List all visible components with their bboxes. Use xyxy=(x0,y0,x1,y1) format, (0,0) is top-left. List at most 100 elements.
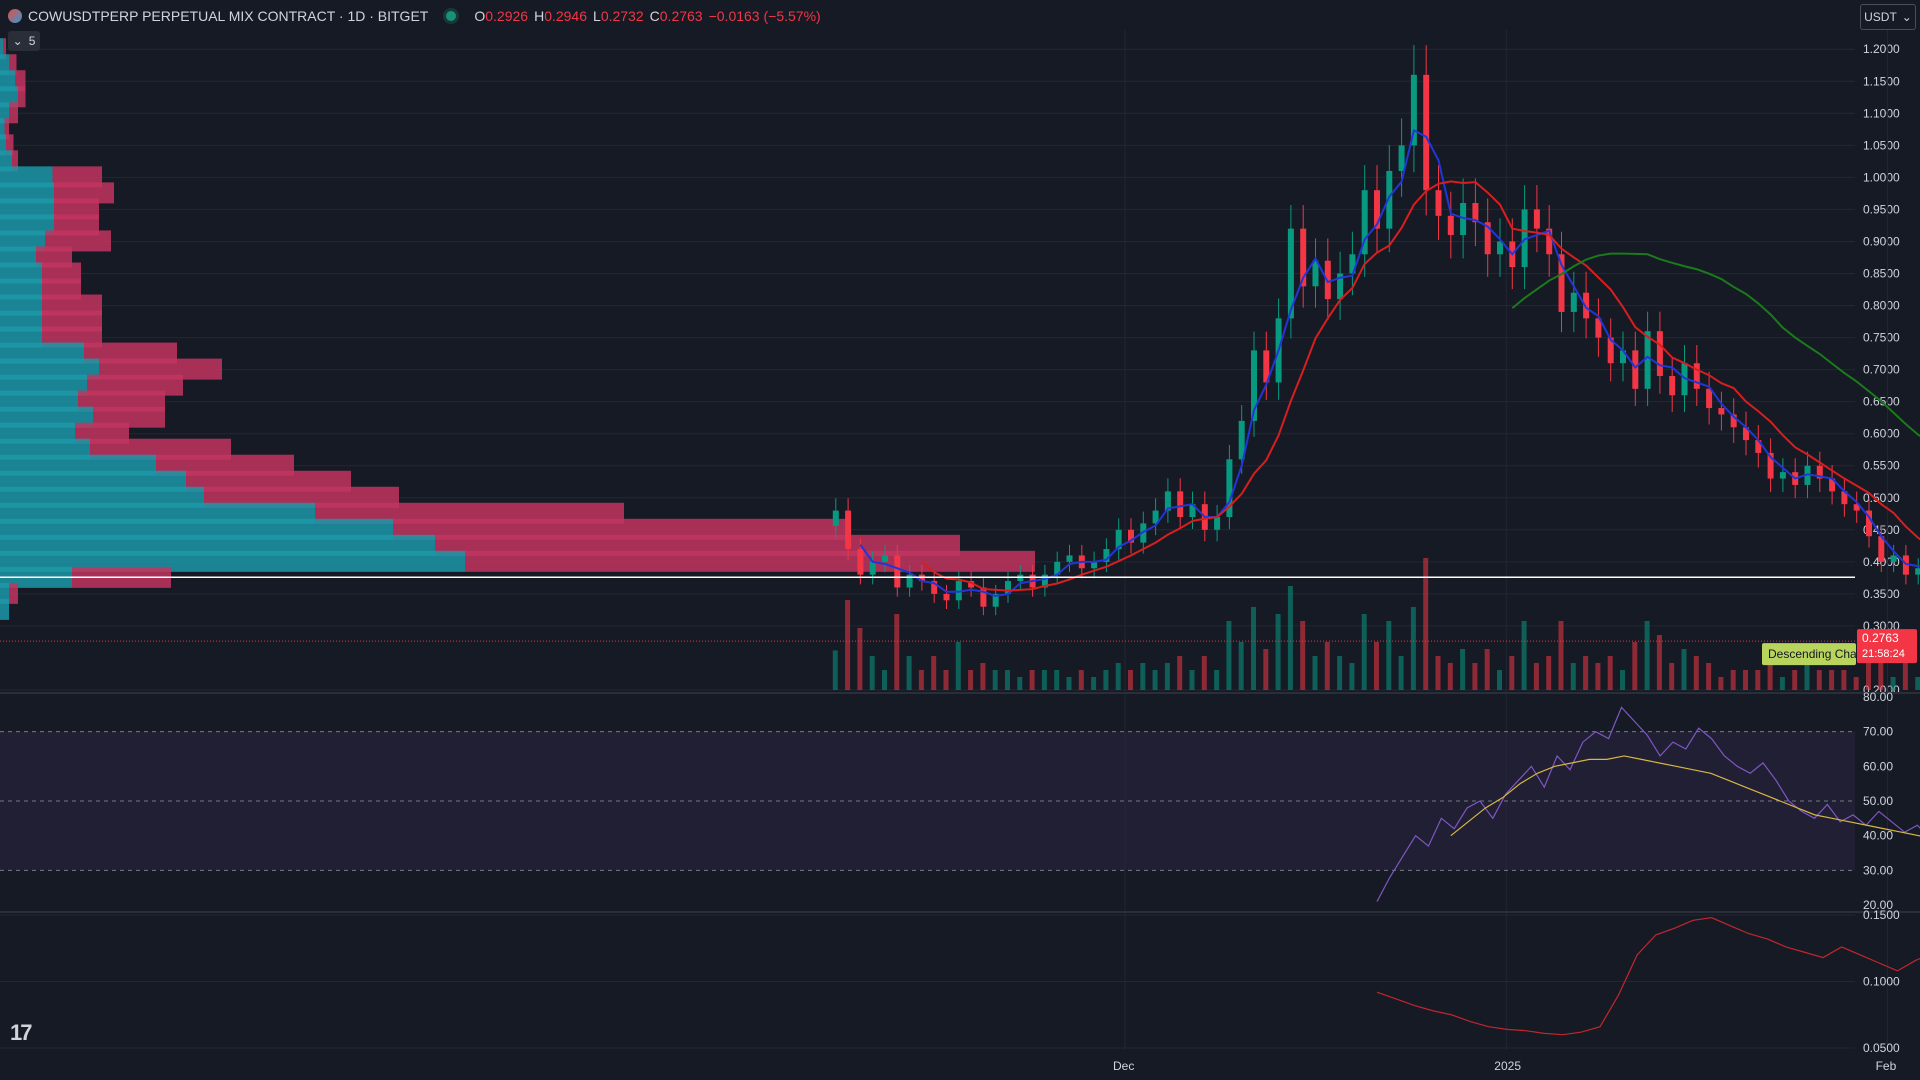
volume-bar xyxy=(1853,677,1859,690)
price-tick-label: 1.0500 xyxy=(1863,138,1900,152)
volume-bar xyxy=(968,670,974,690)
candle-body xyxy=(1767,452,1774,479)
indicator-collapse-button[interactable]: ⌄ 5 xyxy=(8,31,40,51)
volume-profile-up-bar xyxy=(0,134,6,156)
volume-profile-up-bar xyxy=(0,294,42,316)
volume-bar xyxy=(1374,642,1379,690)
volume-profile-down-bar xyxy=(45,230,111,252)
candle-body xyxy=(1497,241,1503,255)
volume-bar xyxy=(1349,663,1355,690)
volume-profile-up-bar xyxy=(0,502,315,524)
candle-body xyxy=(1386,170,1393,229)
candle-body xyxy=(1472,203,1479,223)
volume-profile-down-bar xyxy=(87,374,183,396)
last-price-text: 0.2763 xyxy=(1862,631,1899,645)
volume-bar xyxy=(1866,656,1871,690)
volume-bar xyxy=(1792,670,1798,690)
candle-body xyxy=(1779,472,1786,479)
candle-body xyxy=(1300,228,1307,287)
volume-profile-up-bar xyxy=(0,86,18,108)
volume-profile-up-bar xyxy=(0,54,9,76)
volume-bar xyxy=(1041,670,1047,690)
rsi-ma-line xyxy=(1450,755,1920,837)
candle-body xyxy=(1669,376,1676,396)
candle-body xyxy=(1546,228,1553,255)
candle-body xyxy=(1115,529,1122,550)
candle-body xyxy=(1361,190,1368,255)
volume-profile-down-bar xyxy=(75,422,129,444)
volume-bar xyxy=(1201,656,1207,690)
close-value: 0.2763 xyxy=(659,8,703,24)
candle-body xyxy=(1915,568,1920,575)
tradingview-logo-icon[interactable]: 17 xyxy=(10,1020,33,1045)
volume-bar xyxy=(992,670,998,690)
volume-bar xyxy=(894,614,900,690)
volume-profile-down-bar xyxy=(204,486,399,508)
volume-bar xyxy=(1816,670,1822,690)
volume-bar xyxy=(1435,656,1441,690)
chevron-down-icon: ⌄ xyxy=(12,34,23,48)
volume-bar xyxy=(1484,649,1490,690)
countdown-text: 21:58:24 xyxy=(1862,648,1905,660)
volume-bar xyxy=(1263,649,1269,690)
candle-body xyxy=(1152,510,1159,524)
candle-body xyxy=(1460,203,1467,236)
volume-bar xyxy=(1423,558,1429,690)
volume-bar xyxy=(882,670,887,690)
volume-profile-up-bar xyxy=(0,326,42,348)
volume-profile-up-bar xyxy=(0,38,3,60)
volume-profile-down-bar xyxy=(393,518,846,540)
volume-bar xyxy=(1644,621,1650,690)
candle-body xyxy=(1398,145,1405,171)
volume-bar xyxy=(1620,670,1625,690)
market-status-icon xyxy=(446,11,457,21)
volume-bar xyxy=(1103,670,1109,690)
candle-body xyxy=(1866,510,1872,537)
volume-profile-down-bar xyxy=(93,406,165,428)
volume-profile-up-bar xyxy=(0,214,54,236)
volume-bar xyxy=(1337,656,1343,690)
volume-bar xyxy=(1287,586,1293,690)
volume-bar xyxy=(1140,663,1146,690)
candle-body xyxy=(1263,350,1270,383)
candle-body xyxy=(869,561,876,575)
candle-body xyxy=(968,581,975,588)
volume-profile-down-bar xyxy=(156,454,294,476)
candle-body xyxy=(943,593,950,601)
volume-bar xyxy=(1804,663,1810,690)
symbol-title[interactable]: COWUSDTPERP PERPETUAL MIX CONTRACT · 1D … xyxy=(28,8,429,24)
candle-body xyxy=(980,587,987,607)
volume-bar xyxy=(1029,670,1035,690)
volume-bar xyxy=(1005,670,1010,690)
candle-body xyxy=(894,555,901,588)
candle-body xyxy=(1238,420,1245,460)
volume-bar xyxy=(1189,670,1195,690)
volume-bar xyxy=(1324,642,1330,690)
volume-profile-down-bar xyxy=(435,534,960,556)
low-value: 0.2732 xyxy=(600,8,644,24)
volume-bar xyxy=(1312,656,1318,690)
candle-body xyxy=(1287,228,1294,319)
candle-body xyxy=(1005,581,1011,594)
volume-bar xyxy=(918,670,924,690)
candle-body xyxy=(1841,491,1848,505)
candle-body xyxy=(1607,337,1614,364)
volume-profile-down-bar xyxy=(12,150,18,172)
volume-bar xyxy=(1755,670,1761,690)
osc-tick-label: 0.1500 xyxy=(1863,908,1900,922)
close-label: C xyxy=(649,8,660,24)
currency-select[interactable]: USDT ⌄ xyxy=(1860,4,1916,30)
rsi-tick-label: 70.00 xyxy=(1863,725,1893,739)
volume-profile-down-bar xyxy=(6,134,14,156)
volume-bar xyxy=(1386,621,1392,690)
candle-body xyxy=(1164,491,1171,511)
candle-body xyxy=(1533,209,1540,229)
high-value: 0.2946 xyxy=(544,8,588,24)
candle-body xyxy=(1054,561,1061,575)
volume-profile-down-bar xyxy=(9,102,18,124)
volume-bar xyxy=(931,656,937,690)
candle-body xyxy=(931,581,938,594)
ma-slow-line xyxy=(1511,252,1920,438)
volume-profile-down-bar xyxy=(78,390,165,412)
